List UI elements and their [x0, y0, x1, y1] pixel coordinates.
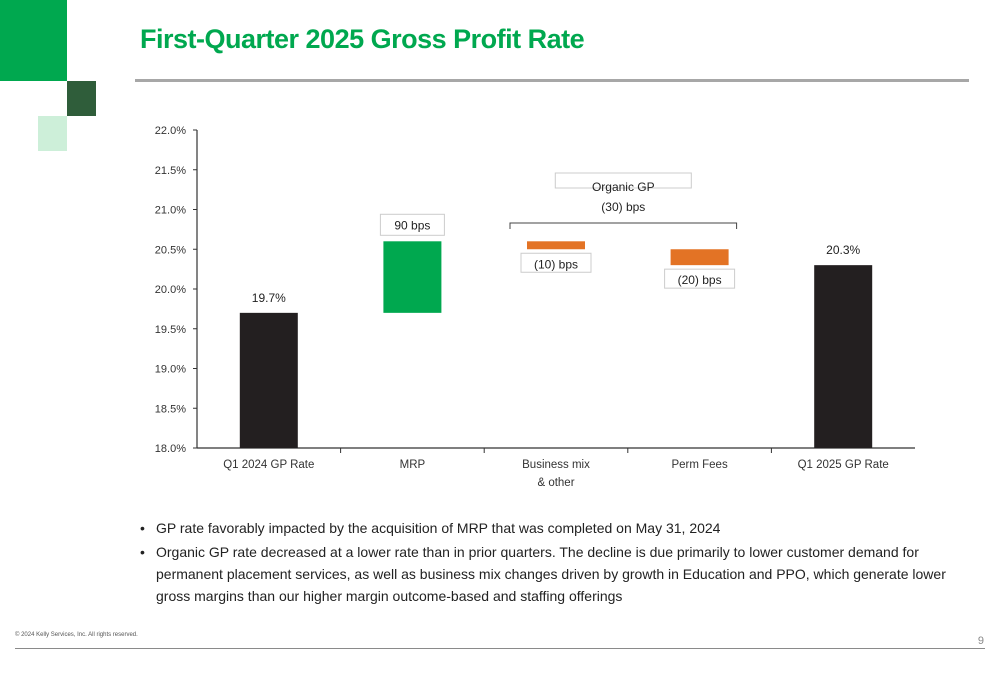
y-tick-label: 20.0% [155, 284, 186, 296]
bullet-text: Organic GP rate decreased at a lower rat… [156, 544, 946, 604]
data-label: 19.7% [252, 291, 286, 305]
data-label: (20) bps [678, 273, 722, 287]
annotation-text: (30) bps [601, 200, 645, 214]
bar [239, 312, 298, 448]
bar [527, 241, 585, 250]
footer-divider [15, 648, 985, 649]
y-tick-label: 18.0% [155, 443, 186, 455]
y-tick-label: 20.5% [155, 244, 186, 256]
decor-square-green [0, 0, 67, 81]
title-divider [135, 79, 969, 82]
decor-square-light-green [38, 116, 67, 151]
data-label: 20.3% [826, 243, 860, 257]
annotation-text: Organic GP [592, 180, 655, 194]
data-label-box [379, 213, 445, 236]
y-tick-label: 19.5% [155, 324, 186, 336]
bar [814, 265, 873, 448]
y-tick-label: 22.0% [155, 125, 186, 137]
x-tick-label: MRP [400, 459, 426, 471]
bar [670, 249, 729, 266]
data-label-box [520, 252, 592, 273]
bullet-item: • GP rate favorably impacted by the acqu… [140, 517, 960, 539]
page-title: First-Quarter 2025 Gross Profit Rate [140, 24, 585, 54]
x-tick-label: Q1 2025 GP Rate [798, 459, 889, 471]
page-number: 9 [977, 635, 984, 647]
bar [383, 241, 442, 313]
data-label: (10) bps [534, 257, 578, 271]
bullet-dot: • [140, 544, 145, 560]
x-tick-label: Q1 2024 GP Rate [223, 459, 314, 471]
decor-square-dark-green [67, 81, 96, 116]
data-label: 90 bps [394, 218, 430, 232]
bullet-dot: • [140, 520, 145, 536]
x-tick-label: Perm Fees [671, 459, 727, 471]
bullet-list: • GP rate favorably impacted by the acqu… [140, 517, 960, 609]
waterfall-chart: 18.0% 18.5% 19.0% 19.5% 20.0% 20.5% 21.0% 21.5%… [155, 125, 915, 489]
organic-gp-bracket [509, 222, 738, 229]
annotation-box [554, 172, 692, 189]
x-tick-label: Business mix & other [522, 459, 590, 489]
bullet-text: GP rate favorably impacted by the acquis… [156, 520, 721, 536]
copyright-notice: © 2024 Kelly Services, Inc. All rights r… [15, 632, 138, 638]
y-tick-label: 19.0% [155, 364, 186, 376]
data-label-box [664, 268, 736, 289]
y-tick-label: 21.0% [155, 205, 186, 217]
y-tick-label: 21.5% [155, 165, 186, 177]
bullet-item: • Organic GP rate decreased at a lower r… [140, 541, 960, 607]
y-tick-label: 18.5% [155, 403, 186, 415]
